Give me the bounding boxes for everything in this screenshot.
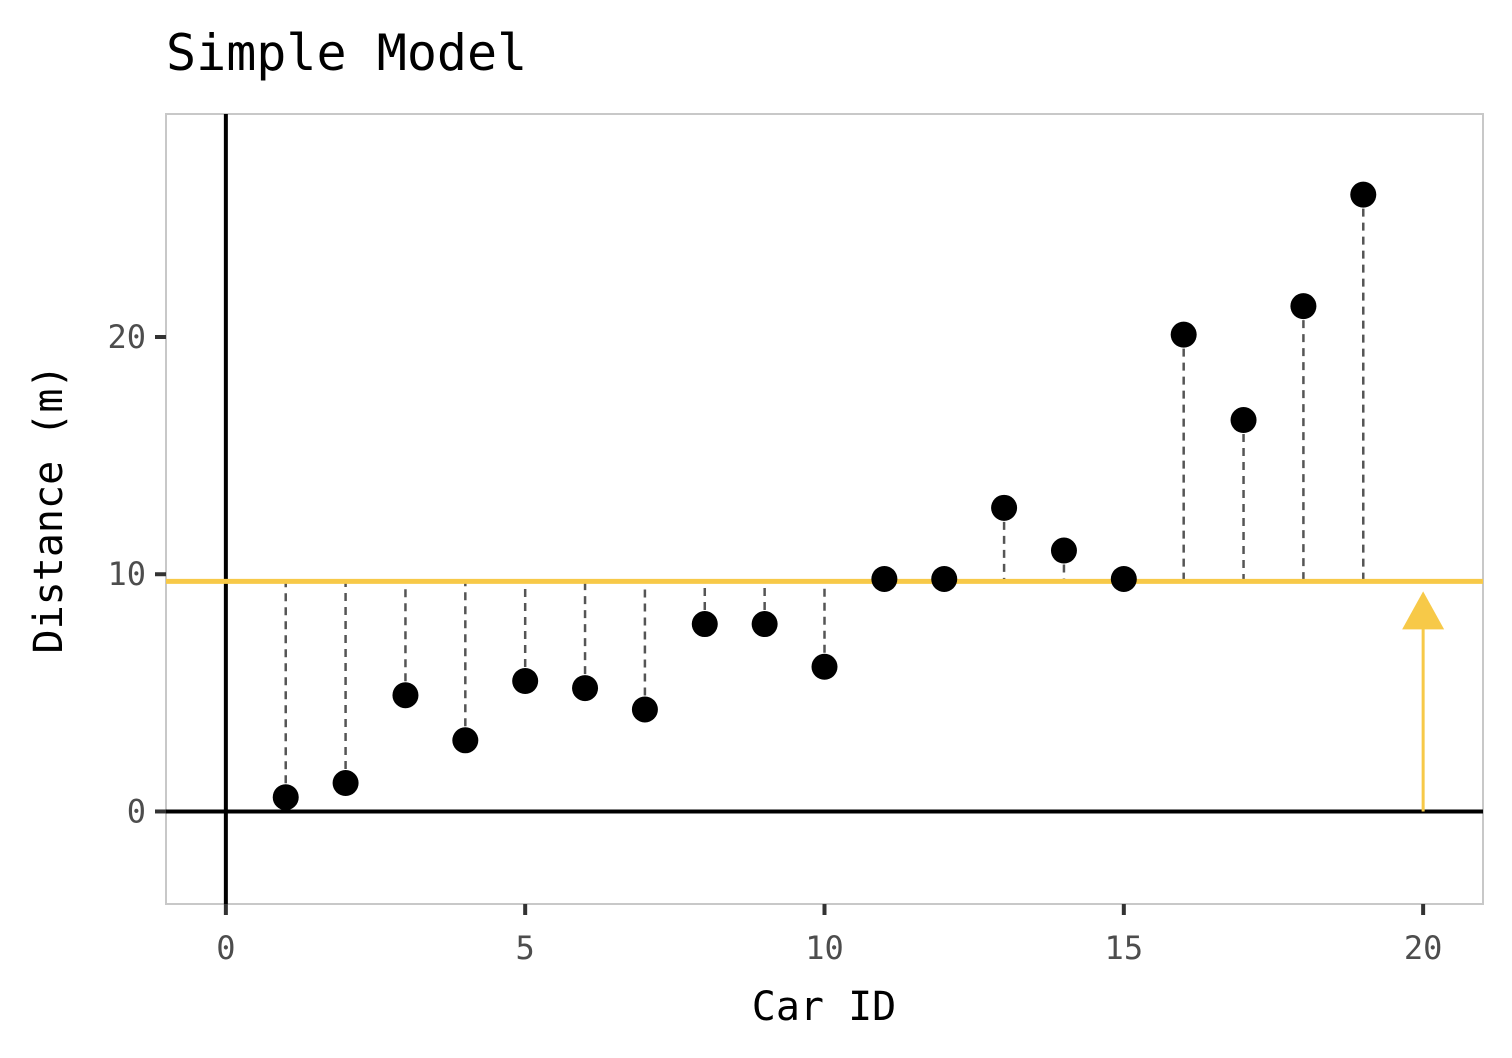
chart-title: Simple Model (166, 24, 527, 82)
data-point (572, 675, 599, 702)
data-point (631, 696, 658, 723)
x-tick-label: 10 (805, 929, 844, 967)
x-axis-title: Car ID (752, 984, 897, 1030)
data-point (512, 667, 539, 694)
x-tick-label: 5 (516, 929, 535, 967)
data-point (751, 611, 778, 638)
x-tick-label: 0 (216, 929, 235, 967)
y-tick-label: 10 (107, 555, 146, 593)
data-point (1050, 537, 1077, 564)
x-tick-label: 20 (1404, 929, 1443, 967)
data-points (272, 181, 1377, 811)
mean-arrow (1402, 591, 1445, 812)
y-tick-label: 0 (127, 792, 146, 830)
data-point (991, 494, 1018, 521)
data-point (871, 565, 898, 592)
y-axis: 0 10 20 (107, 318, 166, 830)
x-axis: 0 5 10 15 20 (216, 904, 1442, 967)
data-point (452, 727, 479, 754)
data-point (272, 784, 299, 811)
data-point (811, 653, 838, 680)
y-tick-label: 20 (107, 318, 146, 356)
arrow-head (1402, 591, 1445, 630)
data-point (931, 565, 958, 592)
data-point (1290, 293, 1317, 320)
data-point (1230, 407, 1257, 434)
y-axis-title: Distance (m) (26, 365, 72, 654)
data-point (1350, 181, 1377, 208)
x-tick-label: 15 (1105, 929, 1144, 967)
data-point (392, 682, 419, 709)
data-point (332, 770, 359, 797)
data-point (1110, 565, 1137, 592)
data-point (1170, 321, 1197, 348)
plot-panel (165, 113, 1484, 905)
data-point (691, 611, 718, 638)
